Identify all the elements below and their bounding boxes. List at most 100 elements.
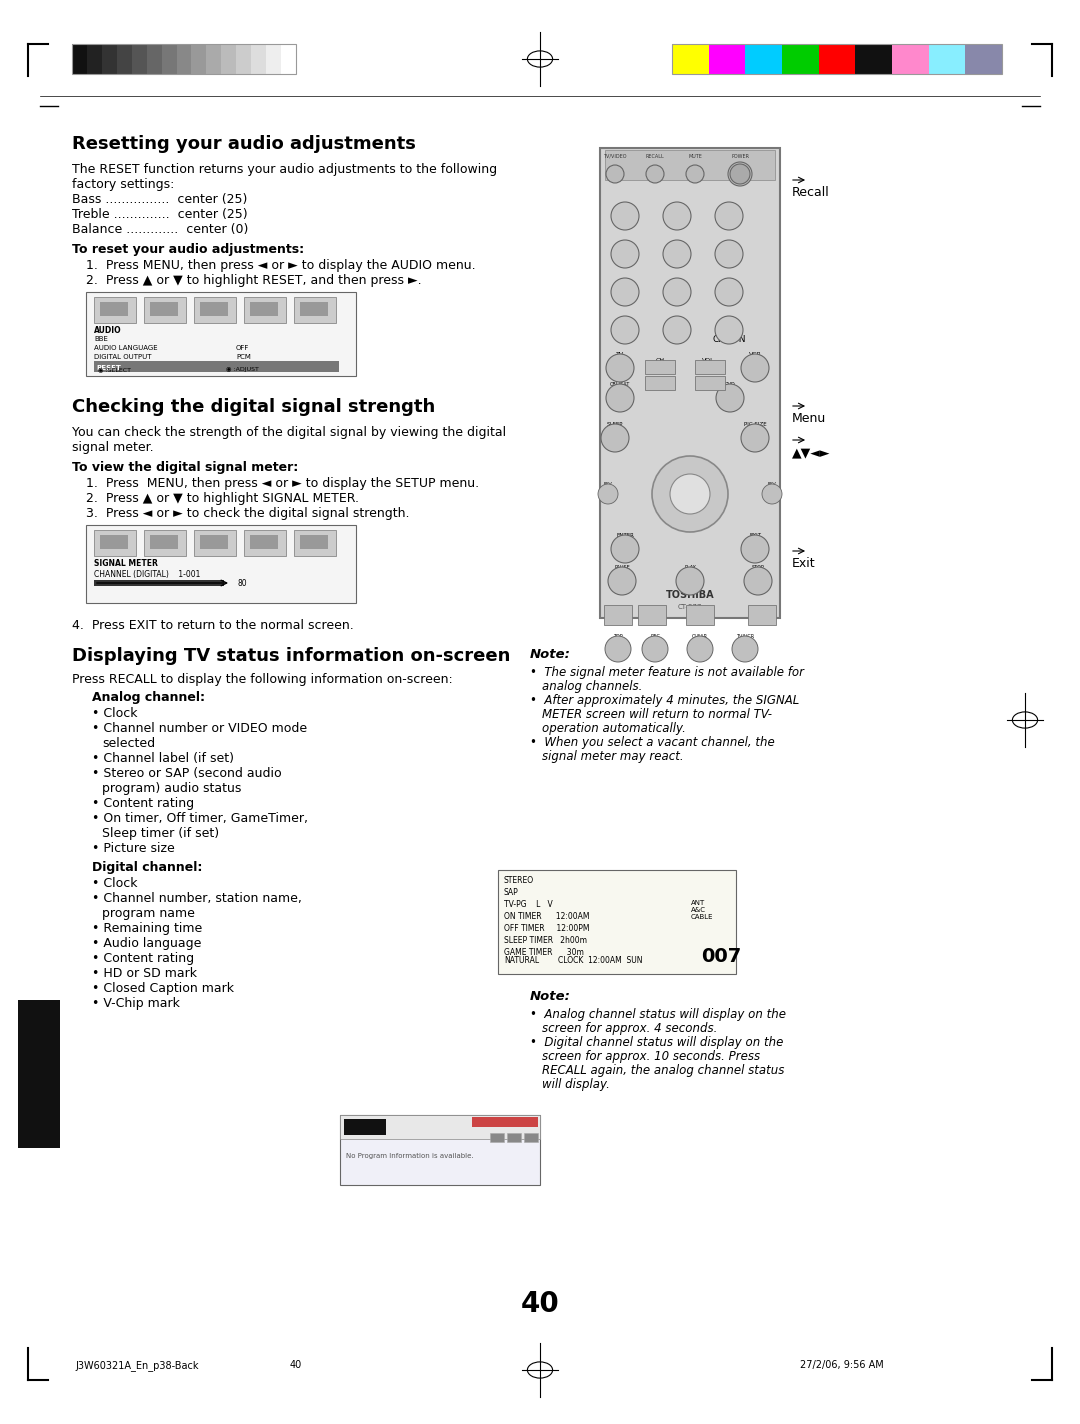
- Text: SIGNAL METER: SIGNAL METER: [94, 560, 158, 568]
- Text: GAME TIMER      30m: GAME TIMER 30m: [504, 948, 584, 957]
- Bar: [221, 44, 237, 74]
- Text: METER screen will return to normal TV-: METER screen will return to normal TV-: [542, 708, 772, 721]
- Circle shape: [728, 162, 752, 187]
- Text: CLEAR: CLEAR: [692, 634, 708, 639]
- Bar: [819, 44, 855, 74]
- Circle shape: [663, 278, 691, 306]
- Circle shape: [606, 165, 624, 184]
- Text: Balance .............  center (0): Balance ............. center (0): [72, 224, 248, 236]
- Text: MUTE: MUTE: [688, 154, 702, 159]
- Text: 2: 2: [674, 215, 679, 225]
- Circle shape: [762, 484, 782, 504]
- Bar: [191, 44, 207, 74]
- Text: REC: REC: [650, 634, 660, 639]
- Text: program) audio status: program) audio status: [102, 782, 241, 795]
- Bar: [782, 44, 819, 74]
- Text: DIGITAL OUTPUT: DIGITAL OUTPUT: [94, 355, 151, 360]
- Text: Menu: Menu: [792, 412, 826, 424]
- Text: To reset your audio adjustments:: To reset your audio adjustments:: [72, 244, 305, 256]
- Bar: [132, 44, 147, 74]
- Bar: [244, 530, 286, 555]
- Text: Recall: Recall: [792, 187, 829, 199]
- Bar: [340, 1115, 540, 1139]
- Text: PAUSE: PAUSE: [615, 565, 630, 570]
- Bar: [206, 44, 221, 74]
- Circle shape: [741, 424, 769, 451]
- Text: 40: 40: [521, 1290, 559, 1319]
- Text: Sleep timer (if set): Sleep timer (if set): [102, 827, 219, 840]
- Bar: [150, 535, 178, 550]
- Bar: [249, 535, 278, 550]
- Bar: [102, 44, 118, 74]
- Text: TV/VCR: TV/VCR: [735, 634, 754, 639]
- Bar: [638, 605, 666, 625]
- Text: Note:: Note:: [530, 648, 571, 661]
- Circle shape: [663, 202, 691, 231]
- Text: BBE: BBE: [94, 336, 108, 342]
- Text: TV: TV: [616, 352, 624, 357]
- Bar: [94, 362, 339, 372]
- Circle shape: [605, 637, 631, 662]
- Text: • Audio language: • Audio language: [92, 937, 201, 950]
- Circle shape: [670, 474, 710, 514]
- Circle shape: [744, 567, 772, 595]
- Text: TV-PG    L   V: TV-PG L V: [504, 900, 553, 909]
- Circle shape: [598, 484, 618, 504]
- Text: CLOCK  12:00AM  SUN: CLOCK 12:00AM SUN: [558, 956, 643, 965]
- Text: STOP: STOP: [752, 565, 765, 570]
- Text: 5: 5: [674, 253, 680, 262]
- Text: SLEEP: SLEEP: [607, 422, 623, 427]
- Text: ◉ :SELECT: ◉ :SELECT: [98, 367, 131, 372]
- Circle shape: [611, 241, 639, 268]
- Circle shape: [606, 384, 634, 412]
- Text: • Channel number or VIDEO mode: • Channel number or VIDEO mode: [92, 722, 307, 735]
- Circle shape: [663, 316, 691, 345]
- Text: ▲▼◄►: ▲▼◄►: [792, 446, 831, 459]
- Text: TOP
MENU: TOP MENU: [610, 634, 625, 645]
- Bar: [600, 148, 780, 618]
- Circle shape: [715, 241, 743, 268]
- Text: ◉ :ADJUST: ◉ :ADJUST: [226, 367, 259, 372]
- Text: Analog channel:: Analog channel:: [92, 691, 205, 703]
- Text: Digital channel:: Digital channel:: [92, 862, 202, 874]
- Bar: [345, 1119, 386, 1135]
- Text: will display.: will display.: [542, 1078, 610, 1091]
- Text: Bass ................  center (25): Bass ................ center (25): [72, 194, 247, 206]
- Bar: [696, 376, 725, 390]
- Text: • Closed Caption mark: • Closed Caption mark: [92, 983, 234, 995]
- Text: CBL/SAT: CBL/SAT: [610, 382, 631, 387]
- Text: 7: 7: [622, 292, 627, 300]
- Bar: [144, 530, 186, 555]
- Text: • Channel label (if set): • Channel label (if set): [92, 752, 234, 765]
- Text: • Clock: • Clock: [92, 877, 137, 890]
- Bar: [645, 376, 675, 390]
- Text: You can check the strength of the digital signal by viewing the digital: You can check the strength of the digita…: [72, 426, 507, 439]
- Text: • V-Chip mark: • V-Chip mark: [92, 997, 180, 1010]
- Text: The RESET function returns your audio adjustments to the following: The RESET function returns your audio ad…: [72, 162, 497, 177]
- Text: PLAY: PLAY: [684, 565, 696, 570]
- Text: AUDIO LANGUAGE: AUDIO LANGUAGE: [94, 345, 158, 350]
- Text: OFF: OFF: [237, 345, 249, 350]
- Text: signal meter may react.: signal meter may react.: [542, 750, 684, 763]
- Text: Checking the digital signal strength: Checking the digital signal strength: [72, 397, 435, 416]
- Text: •  Analog channel status will display on the: • Analog channel status will display on …: [530, 1008, 786, 1021]
- Bar: [200, 302, 228, 316]
- Text: MENU
ENTER
DVD MENU: MENU ENTER DVD MENU: [676, 491, 703, 507]
- Bar: [929, 44, 966, 74]
- Text: Displaying TV status information on-screen: Displaying TV status information on-scre…: [72, 646, 511, 665]
- Bar: [86, 44, 103, 74]
- Bar: [524, 1134, 538, 1142]
- Circle shape: [741, 355, 769, 382]
- Bar: [194, 298, 237, 323]
- Text: 9: 9: [726, 292, 732, 300]
- Text: SLEEP TIMER   2h00m: SLEEP TIMER 2h00m: [504, 936, 588, 946]
- Bar: [150, 302, 178, 316]
- Bar: [892, 44, 929, 74]
- Text: operation automatically.: operation automatically.: [542, 722, 686, 735]
- Text: RECALL: RECALL: [646, 154, 664, 159]
- Text: 80: 80: [238, 580, 247, 588]
- Text: 3: 3: [726, 215, 732, 225]
- Bar: [94, 530, 136, 555]
- Text: 100
+10: 100 +10: [616, 325, 635, 343]
- Bar: [855, 44, 892, 74]
